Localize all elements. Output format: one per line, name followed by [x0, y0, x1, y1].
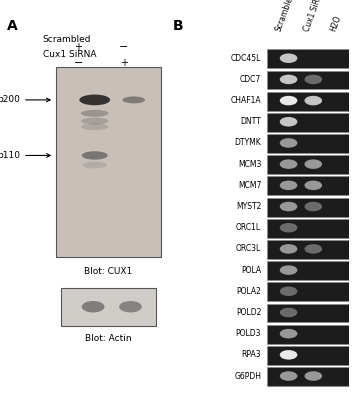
- Ellipse shape: [280, 308, 297, 317]
- Text: −: −: [119, 42, 128, 52]
- FancyBboxPatch shape: [267, 134, 349, 153]
- Text: −: −: [74, 58, 83, 68]
- FancyBboxPatch shape: [267, 219, 349, 238]
- Text: p200: p200: [0, 95, 50, 105]
- Ellipse shape: [305, 75, 322, 84]
- Ellipse shape: [305, 96, 322, 105]
- Ellipse shape: [83, 162, 107, 168]
- Text: CHAF1A: CHAF1A: [231, 96, 261, 105]
- Text: POLD2: POLD2: [236, 308, 261, 317]
- Text: A: A: [7, 20, 18, 34]
- FancyBboxPatch shape: [267, 240, 349, 259]
- Ellipse shape: [82, 151, 108, 160]
- Ellipse shape: [280, 371, 297, 381]
- Ellipse shape: [280, 159, 297, 169]
- Text: Cux1 SiRNA: Cux1 SiRNA: [302, 0, 326, 33]
- FancyBboxPatch shape: [56, 67, 161, 257]
- FancyBboxPatch shape: [267, 176, 349, 196]
- Text: POLA: POLA: [241, 266, 261, 275]
- Ellipse shape: [280, 202, 297, 211]
- Text: Scrambled: Scrambled: [43, 35, 91, 44]
- FancyBboxPatch shape: [61, 288, 156, 326]
- FancyBboxPatch shape: [267, 261, 349, 280]
- Ellipse shape: [79, 95, 110, 105]
- Ellipse shape: [305, 159, 322, 169]
- Ellipse shape: [280, 265, 297, 275]
- Text: ORC3L: ORC3L: [236, 245, 261, 253]
- FancyBboxPatch shape: [267, 304, 349, 322]
- Ellipse shape: [280, 244, 297, 254]
- Ellipse shape: [280, 117, 297, 126]
- Text: H2O: H2O: [329, 14, 343, 33]
- Text: ORC1L: ORC1L: [236, 223, 261, 232]
- Text: MCM7: MCM7: [238, 181, 261, 190]
- Ellipse shape: [305, 181, 322, 190]
- Ellipse shape: [82, 301, 104, 312]
- Ellipse shape: [305, 371, 322, 381]
- Text: Blot: Actin: Blot: Actin: [85, 334, 132, 343]
- FancyBboxPatch shape: [267, 92, 349, 111]
- Ellipse shape: [280, 329, 297, 338]
- Text: CDC45L: CDC45L: [231, 54, 261, 63]
- Text: RPA3: RPA3: [241, 350, 261, 359]
- Ellipse shape: [122, 97, 145, 103]
- FancyBboxPatch shape: [267, 198, 349, 217]
- Ellipse shape: [305, 202, 322, 211]
- FancyBboxPatch shape: [267, 49, 349, 68]
- Text: Scrambled: Scrambled: [274, 0, 297, 33]
- FancyBboxPatch shape: [267, 325, 349, 344]
- Text: POLA2: POLA2: [237, 287, 261, 296]
- FancyBboxPatch shape: [267, 346, 349, 365]
- Ellipse shape: [280, 350, 297, 359]
- Ellipse shape: [305, 244, 322, 254]
- Ellipse shape: [280, 223, 297, 233]
- Ellipse shape: [81, 110, 109, 117]
- Text: DNTT: DNTT: [240, 117, 261, 126]
- Text: G6PDH: G6PDH: [234, 371, 261, 381]
- Text: Cux1 SiRNA: Cux1 SiRNA: [43, 50, 96, 59]
- Text: +: +: [74, 42, 83, 52]
- Ellipse shape: [81, 123, 109, 130]
- Text: MYST2: MYST2: [236, 202, 261, 211]
- FancyBboxPatch shape: [267, 113, 349, 132]
- Text: MCM3: MCM3: [238, 160, 261, 169]
- Ellipse shape: [280, 75, 297, 84]
- Text: B: B: [173, 20, 184, 34]
- Ellipse shape: [119, 301, 142, 312]
- FancyBboxPatch shape: [267, 155, 349, 174]
- FancyBboxPatch shape: [267, 367, 349, 386]
- FancyBboxPatch shape: [267, 282, 349, 301]
- Ellipse shape: [280, 181, 297, 190]
- Text: +: +: [120, 58, 128, 68]
- Ellipse shape: [81, 118, 109, 124]
- Text: DTYMK: DTYMK: [234, 138, 261, 148]
- Text: CDC7: CDC7: [240, 75, 261, 84]
- FancyBboxPatch shape: [267, 71, 349, 89]
- Ellipse shape: [280, 138, 297, 148]
- Ellipse shape: [280, 96, 297, 105]
- Text: Blot: CUX1: Blot: CUX1: [84, 267, 133, 276]
- Text: POLD3: POLD3: [236, 329, 261, 338]
- Ellipse shape: [280, 286, 297, 296]
- Ellipse shape: [280, 53, 297, 63]
- Text: p110: p110: [0, 151, 50, 160]
